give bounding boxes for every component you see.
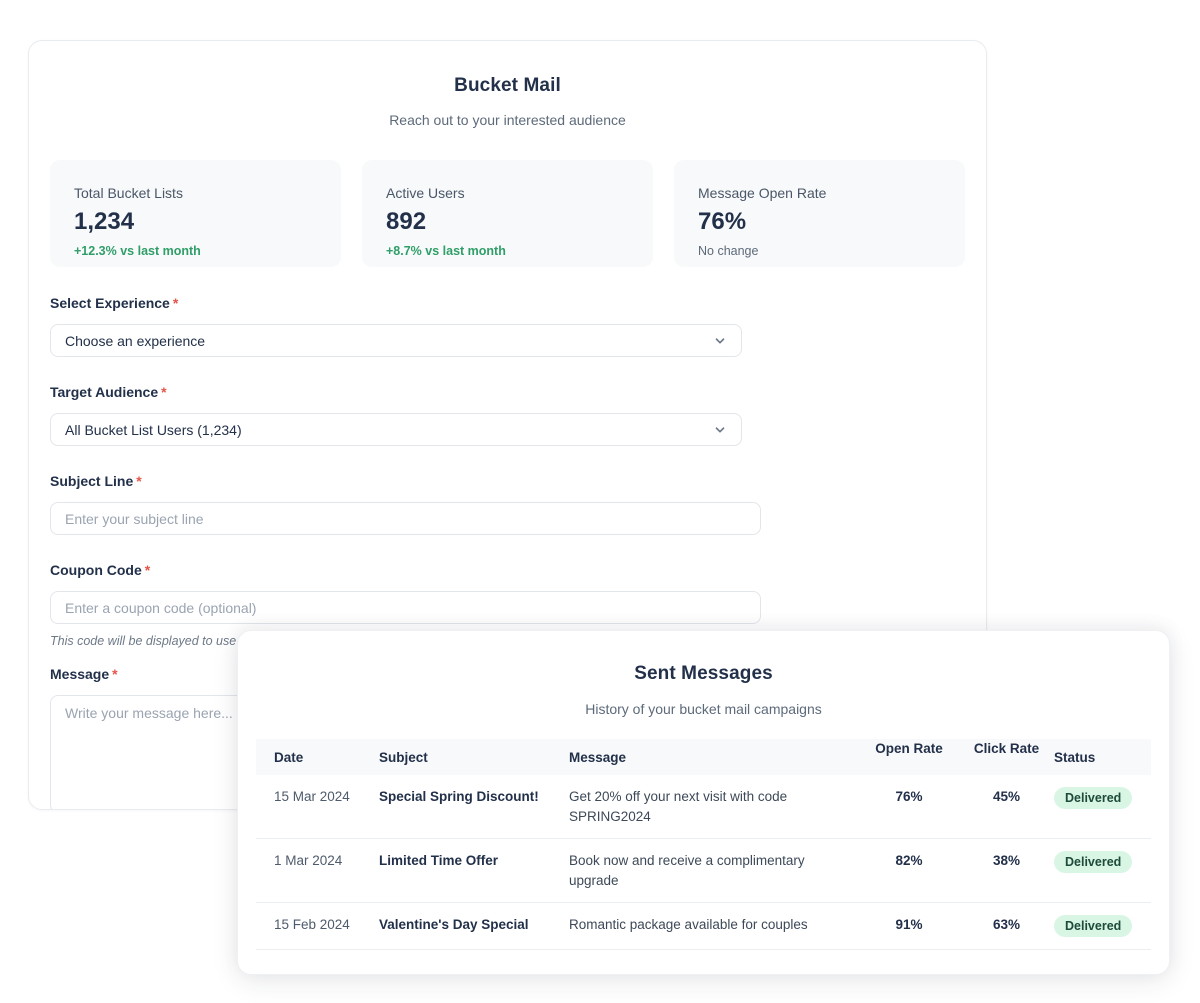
stat-message-open-rate: Message Open Rate 76% No change	[674, 160, 965, 267]
column-header-message: Message	[569, 749, 627, 765]
stat-value: 892	[386, 208, 427, 235]
required-asterisk: *	[144, 562, 151, 578]
required-asterisk: *	[112, 666, 118, 682]
coupon-code-label: Coupon Code *	[50, 562, 151, 578]
cell-click-rate: 38%	[992, 853, 1021, 869]
column-header-date: Date	[274, 749, 304, 765]
status-badge: Delivered	[1054, 915, 1133, 938]
stat-value: 76%	[698, 208, 747, 235]
cell-status: Delivered	[1054, 851, 1133, 874]
stat-active-users: Active Users 892 +8.7% vs last month	[362, 160, 653, 267]
status-badge: Delivered	[1054, 851, 1133, 874]
experience-select[interactable]: Choose an experience	[50, 324, 742, 357]
cell-subject: Valentine's Day Special	[379, 917, 529, 933]
cell-status: Delivered	[1054, 915, 1133, 938]
sent-messages-subtitle: History of your bucket mail campaigns	[585, 701, 822, 717]
column-header-open-rate: Open Rate	[875, 741, 943, 756]
cell-status: Delivered	[1054, 787, 1133, 809]
sent-messages-card: Sent Messages History of your bucket mai…	[237, 630, 1170, 975]
column-header-status: Status	[1054, 749, 1096, 765]
experience-select-value: Choose an experience	[65, 332, 206, 349]
stats-row: Total Bucket Lists 1,234 +12.3% vs last …	[50, 160, 965, 267]
stat-value: 1,234	[74, 208, 135, 235]
cell-open-rate: 91%	[895, 917, 923, 933]
stat-label: Total Bucket Lists	[74, 185, 183, 201]
page-title: Bucket Mail	[454, 75, 561, 96]
cell-click-rate: 45%	[992, 789, 1021, 804]
cell-message: Get 20% off your next visit with code SP…	[569, 789, 788, 824]
target-audience-label: Target Audience *	[50, 384, 167, 400]
subject-line-label: Subject Line *	[50, 473, 142, 489]
cell-open-rate: 76%	[895, 789, 923, 804]
required-asterisk: *	[172, 295, 179, 311]
cell-subject: Special Spring Discount!	[379, 789, 539, 804]
column-header-click-rate: Click Rate	[973, 741, 1040, 756]
cell-click-rate: 63%	[992, 917, 1021, 933]
coupon-code-input[interactable]	[50, 591, 761, 624]
cell-message: Romantic package available for couples	[569, 917, 808, 933]
coupon-code-helper-text: This code will be displayed to use	[50, 634, 237, 648]
message-label: Message *	[50, 666, 118, 682]
stat-change: No change	[698, 244, 759, 258]
stat-total-bucket-lists: Total Bucket Lists 1,234 +12.3% vs last …	[50, 160, 341, 267]
subject-line-input[interactable]	[50, 502, 761, 535]
stat-change: +8.7% vs last month	[386, 244, 506, 258]
cell-date: 1 Mar 2024	[274, 853, 343, 869]
target-audience-select-value: All Bucket List Users (1,234)	[65, 421, 242, 438]
target-audience-select[interactable]: All Bucket List Users (1,234)	[50, 413, 742, 446]
cell-subject: Limited Time Offer	[379, 853, 499, 869]
cell-date: 15 Feb 2024	[274, 917, 350, 933]
table-row: 15 Feb 2024 Valentine's Day Special Roma…	[256, 903, 1151, 951]
cell-date: 15 Mar 2024	[274, 789, 350, 804]
column-header-subject: Subject	[379, 749, 428, 765]
table-row: 1 Mar 2024 Limited Time Offer Book now a…	[256, 839, 1151, 904]
table-row: 15 Mar 2024 Special Spring Discount! Get…	[256, 775, 1151, 840]
page-subtitle: Reach out to your interested audience	[389, 112, 626, 128]
sent-messages-table: Date Subject Message Open Rate Click Rat…	[256, 739, 1151, 951]
stat-label: Message Open Rate	[698, 185, 827, 201]
cell-open-rate: 82%	[895, 853, 923, 869]
select-experience-label: Select Experience *	[50, 295, 179, 311]
cell-message: Book now and receive a complimentary upg…	[569, 853, 805, 888]
chevron-down-icon	[713, 423, 727, 437]
required-asterisk: *	[136, 473, 142, 489]
status-badge: Delivered	[1054, 787, 1133, 809]
stat-change: +12.3% vs last month	[74, 244, 201, 258]
chevron-down-icon	[713, 334, 727, 348]
required-asterisk: *	[161, 384, 167, 400]
table-header-row: Date Subject Message Open Rate Click Rat…	[256, 739, 1151, 775]
stat-label: Active Users	[386, 185, 465, 201]
sent-messages-title: Sent Messages	[634, 663, 773, 684]
